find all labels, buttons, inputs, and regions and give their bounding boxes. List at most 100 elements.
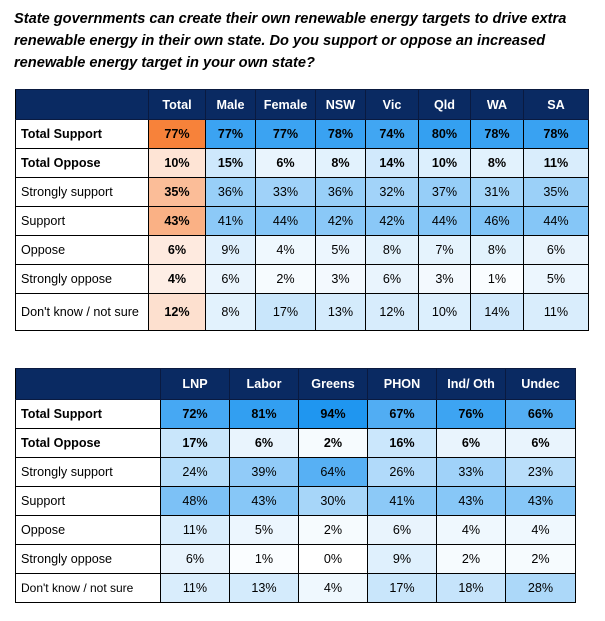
data-cell: 18% xyxy=(436,573,506,603)
data-cell: 13% xyxy=(229,573,299,603)
data-cell: 9% xyxy=(367,544,437,574)
data-cell: 78% xyxy=(315,119,366,149)
data-cell: 6% xyxy=(229,428,299,458)
data-cell: 46% xyxy=(470,206,524,236)
row-label: Total Oppose xyxy=(15,428,161,458)
table-row: Total Oppose 17% 6% 2% 16% 6% 6% xyxy=(15,428,576,458)
data-cell: 24% xyxy=(160,457,230,487)
data-cell: 13% xyxy=(315,293,366,331)
data-cell: 12% xyxy=(365,293,419,331)
data-cell: 41% xyxy=(205,206,256,236)
column-header: Greens xyxy=(298,368,368,400)
data-cell: 35% xyxy=(148,177,206,207)
column-header: PHON xyxy=(367,368,437,400)
row-label: Total Support xyxy=(15,119,149,149)
table-row: Support 43% 41% 44% 42% 42% 44% 46% 44% xyxy=(15,206,589,236)
data-cell: 6% xyxy=(205,264,256,294)
data-cell: 66% xyxy=(505,399,576,429)
table-row: Don't know / not sure 11% 13% 4% 17% 18% 28% xyxy=(15,573,576,603)
data-cell: 94% xyxy=(298,399,368,429)
data-cell: 10% xyxy=(418,148,471,178)
row-label: Total Oppose xyxy=(15,148,149,178)
data-cell: 32% xyxy=(365,177,419,207)
data-cell: 26% xyxy=(367,457,437,487)
data-cell: 5% xyxy=(229,515,299,545)
data-cell: 8% xyxy=(315,148,366,178)
data-cell: 6% xyxy=(436,428,506,458)
data-cell: 44% xyxy=(255,206,316,236)
data-cell: 10% xyxy=(148,148,206,178)
row-label: Total Support xyxy=(15,399,161,429)
data-cell: 31% xyxy=(470,177,524,207)
row-label: Strongly support xyxy=(15,177,149,207)
column-header: Total xyxy=(148,89,206,120)
table-row: Strongly oppose 6% 1% 0% 9% 2% 2% xyxy=(15,544,576,574)
data-cell: 36% xyxy=(315,177,366,207)
data-cell: 8% xyxy=(365,235,419,265)
data-cell: 80% xyxy=(418,119,471,149)
data-cell: 64% xyxy=(298,457,368,487)
data-cell: 72% xyxy=(160,399,230,429)
data-cell: 78% xyxy=(470,119,524,149)
data-cell: 67% xyxy=(367,399,437,429)
row-label: Strongly support xyxy=(15,457,161,487)
data-cell: 16% xyxy=(367,428,437,458)
data-cell: 0% xyxy=(298,544,368,574)
data-cell: 1% xyxy=(229,544,299,574)
data-cell: 33% xyxy=(436,457,506,487)
data-cell: 17% xyxy=(367,573,437,603)
data-cell: 2% xyxy=(255,264,316,294)
data-cell: 11% xyxy=(160,573,230,603)
column-header: Female xyxy=(255,89,316,120)
data-cell: 7% xyxy=(418,235,471,265)
data-cell: 48% xyxy=(160,486,230,516)
data-cell: 28% xyxy=(505,573,576,603)
data-cell: 3% xyxy=(315,264,366,294)
results-by-party-table: LNP Labor Greens PHON Ind/ Oth Undec Total Su… xyxy=(15,368,576,603)
table-row: Total Support 72% 81% 94% 67% 76% 66% xyxy=(15,399,576,429)
data-cell: 77% xyxy=(148,119,206,149)
data-cell: 2% xyxy=(298,515,368,545)
data-cell: 17% xyxy=(160,428,230,458)
data-cell: 2% xyxy=(436,544,506,574)
row-label: Strongly oppose xyxy=(15,264,149,294)
column-header: NSW xyxy=(315,89,366,120)
data-cell: 15% xyxy=(205,148,256,178)
data-cell: 4% xyxy=(298,573,368,603)
row-label: Oppose xyxy=(15,235,149,265)
data-cell: 78% xyxy=(523,119,589,149)
data-cell: 37% xyxy=(418,177,471,207)
table-row: Strongly oppose 4% 6% 2% 3% 6% 3% 1% 5% xyxy=(15,264,589,294)
data-cell: 76% xyxy=(436,399,506,429)
data-cell: 8% xyxy=(205,293,256,331)
data-cell: 14% xyxy=(365,148,419,178)
data-cell: 43% xyxy=(148,206,206,236)
data-cell: 4% xyxy=(436,515,506,545)
data-cell: 14% xyxy=(470,293,524,331)
data-cell: 6% xyxy=(365,264,419,294)
table-header-row: Total Male Female NSW Vic Qld WA SA xyxy=(15,89,589,120)
data-cell: 8% xyxy=(470,148,524,178)
data-cell: 44% xyxy=(418,206,471,236)
header-corner xyxy=(15,368,161,400)
data-cell: 77% xyxy=(255,119,316,149)
data-cell: 6% xyxy=(523,235,589,265)
column-header: Labor xyxy=(229,368,299,400)
data-cell: 10% xyxy=(418,293,471,331)
results-by-demographic-table: Total Male Female NSW Vic Qld WA SA Total Suppo… xyxy=(15,89,589,331)
survey-question: State governments can create their own r… xyxy=(14,11,567,71)
table-row: Oppose 11% 5% 2% 6% 4% 4% xyxy=(15,515,576,545)
data-cell: 42% xyxy=(365,206,419,236)
data-cell: 42% xyxy=(315,206,366,236)
data-cell: 4% xyxy=(148,264,206,294)
column-header: Qld xyxy=(418,89,471,120)
column-header: Ind/ Oth xyxy=(436,368,506,400)
data-cell: 6% xyxy=(367,515,437,545)
data-cell: 43% xyxy=(229,486,299,516)
data-cell: 11% xyxy=(523,293,589,331)
data-cell: 6% xyxy=(148,235,206,265)
data-cell: 6% xyxy=(160,544,230,574)
data-cell: 74% xyxy=(365,119,419,149)
data-cell: 35% xyxy=(523,177,589,207)
data-cell: 39% xyxy=(229,457,299,487)
